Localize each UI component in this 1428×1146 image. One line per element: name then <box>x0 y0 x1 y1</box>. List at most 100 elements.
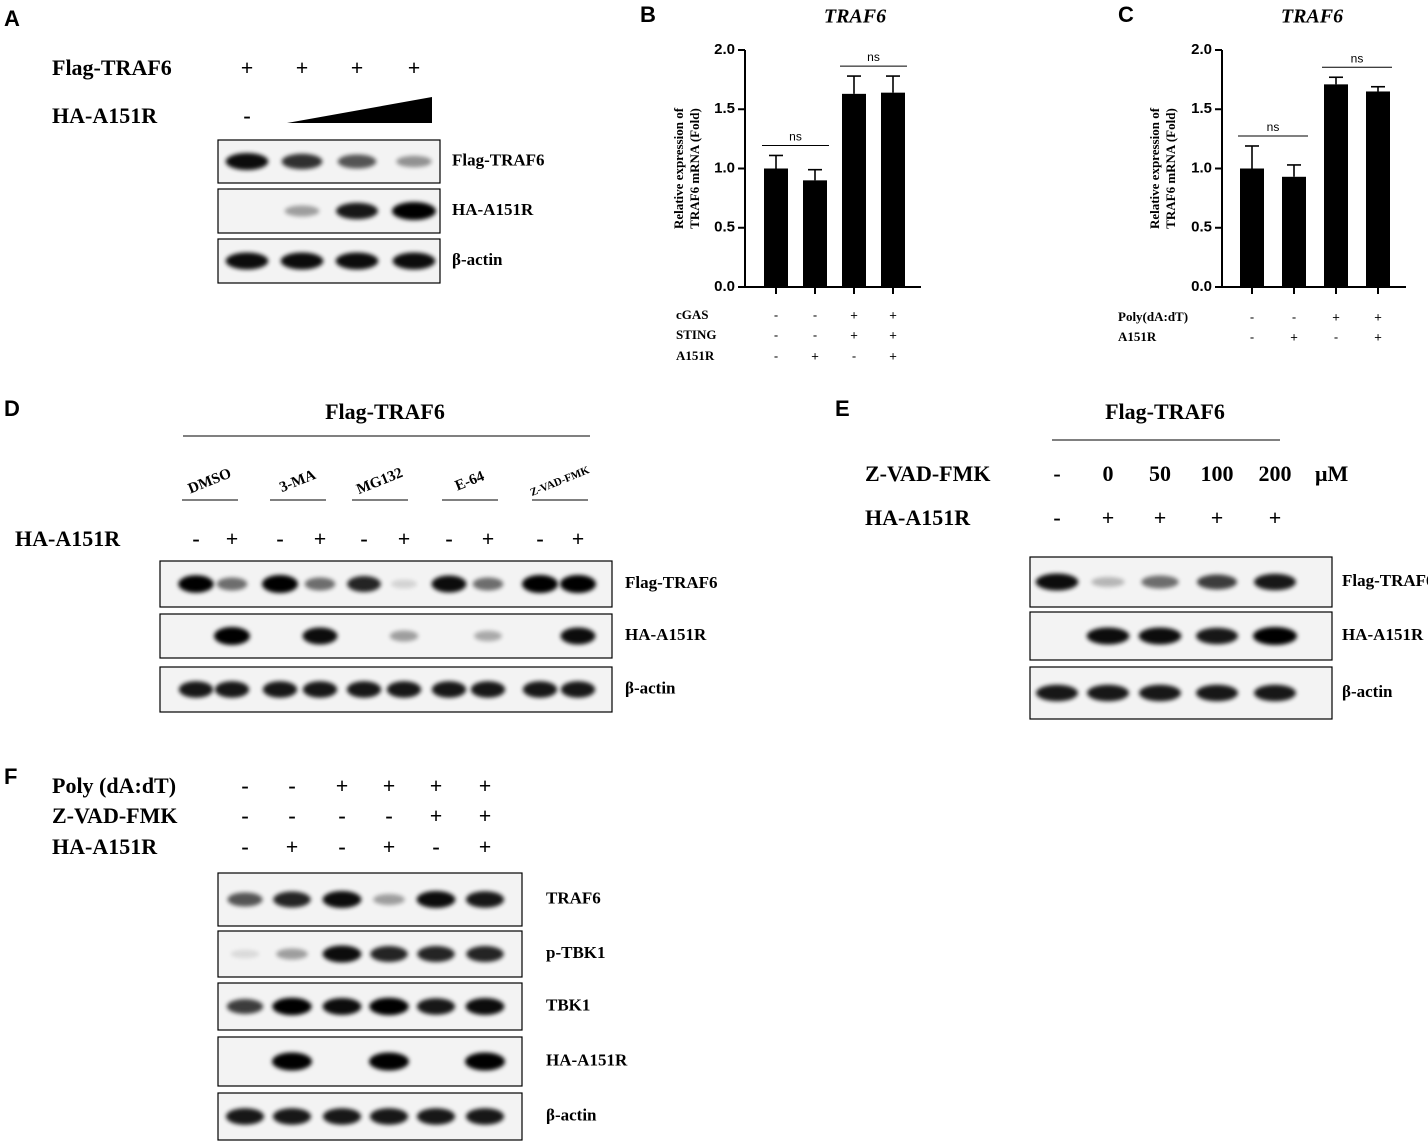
blot-band <box>431 681 467 698</box>
blot-band <box>417 946 455 962</box>
blot-band <box>347 576 381 592</box>
blot-band <box>214 627 250 645</box>
condition-sign: - <box>288 803 295 828</box>
dose-triangle <box>287 97 432 123</box>
blot-band <box>470 681 506 698</box>
condition-sign: - <box>445 526 452 551</box>
condition-label: cGAS <box>676 307 709 322</box>
condition-sign: + <box>811 348 819 363</box>
condition-sign: + <box>889 307 897 322</box>
blot-label: Flag-TRAF6 <box>1342 571 1428 590</box>
y-tick-label: 0.5 <box>714 219 735 236</box>
bar <box>1282 176 1306 287</box>
blot-band <box>522 575 558 593</box>
chart-title: TRAF6 <box>1281 6 1343 28</box>
condition-sign: - <box>1053 505 1060 530</box>
blot-band <box>369 1052 409 1071</box>
condition-sign: - <box>1250 329 1254 344</box>
y-tick-label: 1.0 <box>714 159 735 176</box>
blot-band <box>225 153 269 170</box>
y-axis-label: Relative expression of <box>671 107 686 229</box>
y-tick-label: 1.5 <box>714 100 735 117</box>
blot-band <box>392 202 436 220</box>
condition-sign: + <box>408 55 421 80</box>
condition-sign: + <box>850 307 858 322</box>
blot-band <box>230 949 260 959</box>
y-tick-label: 2.0 <box>714 41 735 58</box>
blot-band <box>284 205 320 217</box>
blot-band <box>335 202 379 220</box>
condition-sign: - <box>276 526 283 551</box>
condition-sign: - <box>360 526 367 551</box>
blot-band <box>276 948 308 960</box>
blot-band <box>389 630 419 642</box>
blot-band <box>1253 627 1297 645</box>
treatment-label: 3-MA <box>277 467 318 496</box>
blot-band <box>370 946 408 962</box>
bar <box>764 168 788 287</box>
bar <box>1324 84 1348 288</box>
condition-sign: + <box>430 773 443 798</box>
blot-band <box>466 946 504 962</box>
blot-band <box>322 998 362 1015</box>
blot-band <box>272 1108 312 1125</box>
blot-band <box>465 1108 505 1125</box>
blot-band <box>272 1052 312 1071</box>
condition-label: Z-VAD-FMK <box>52 803 177 828</box>
condition-sign: + <box>479 773 492 798</box>
blot-band <box>1086 627 1130 645</box>
condition-sign: + <box>1332 309 1340 324</box>
condition-sign: + <box>430 803 443 828</box>
condition-sign: - <box>385 803 392 828</box>
blot-band <box>262 681 298 698</box>
blot-band <box>465 891 505 908</box>
condition-sign: - <box>1250 309 1254 324</box>
blot-band <box>302 681 338 698</box>
bar <box>803 180 827 287</box>
condition-sign: + <box>1211 505 1224 530</box>
condition-sign: + <box>351 55 364 80</box>
blot-band <box>1091 577 1125 587</box>
significance-label: ns <box>1267 120 1280 134</box>
treatment-label: E-64 <box>453 468 487 494</box>
blot-band <box>280 252 324 270</box>
blot-label: β-actin <box>452 250 503 269</box>
condition-label: A151R <box>1118 329 1157 344</box>
condition-sign: - <box>192 526 199 551</box>
condition-sign: + <box>889 327 897 342</box>
treatment-label: Z-VAD-FMK <box>528 464 591 499</box>
significance-label: ns <box>789 130 802 144</box>
y-axis-label: Relative expression of <box>1147 107 1162 229</box>
condition-sign: - <box>338 834 345 859</box>
condition-sign: + <box>241 55 254 80</box>
blot-band <box>560 575 596 593</box>
blot-band <box>281 153 323 170</box>
panel-label: E <box>835 396 850 421</box>
panel-label: C <box>1118 2 1134 27</box>
panel-label: D <box>4 396 20 421</box>
condition-sign: 50 <box>1149 461 1171 486</box>
blot-band <box>386 681 422 698</box>
blot-band <box>416 1108 456 1125</box>
unit-label: μM <box>1315 461 1348 486</box>
blot-band <box>227 892 263 907</box>
condition-sign: - <box>813 307 817 322</box>
condition-sign: + <box>1374 329 1382 344</box>
chart-title: TRAF6 <box>824 6 886 28</box>
treatment-label: MG132 <box>354 465 405 498</box>
condition-sign: - <box>774 327 778 342</box>
condition-sign: + <box>336 773 349 798</box>
blot-label: TBK1 <box>546 995 590 1014</box>
y-tick-label: 0.0 <box>714 278 735 295</box>
bar <box>1366 91 1390 287</box>
blot-label: β-actin <box>1342 682 1393 701</box>
condition-sign: - <box>1053 461 1060 486</box>
blot-band <box>225 252 269 270</box>
condition-sign: + <box>889 348 897 363</box>
blot-band <box>472 577 504 591</box>
condition-sign: - <box>288 773 295 798</box>
condition-label: HA-A151R <box>52 834 158 859</box>
blot-band <box>335 252 379 270</box>
significance-label: ns <box>867 50 880 64</box>
blot-label: HA-A151R <box>1342 625 1424 644</box>
